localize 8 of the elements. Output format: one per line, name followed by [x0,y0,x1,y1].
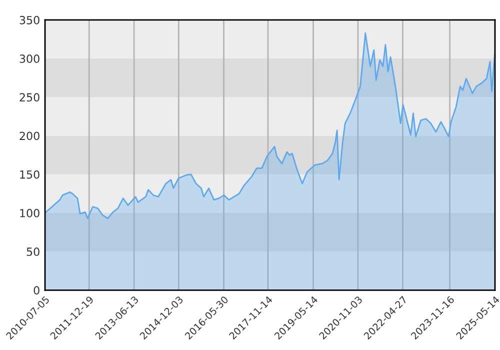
y-tick-label: 0 [34,286,40,295]
y-tick-label: 200 [20,132,40,140]
y-tick-label: 150 [20,170,40,179]
y-tick-label: 350 [20,16,40,24]
y-tick-label: 250 [20,93,40,102]
y-tick-label: 50 [26,248,40,256]
y-tick-label: 100 [20,208,40,218]
y-tick-label: 300 [20,54,40,63]
